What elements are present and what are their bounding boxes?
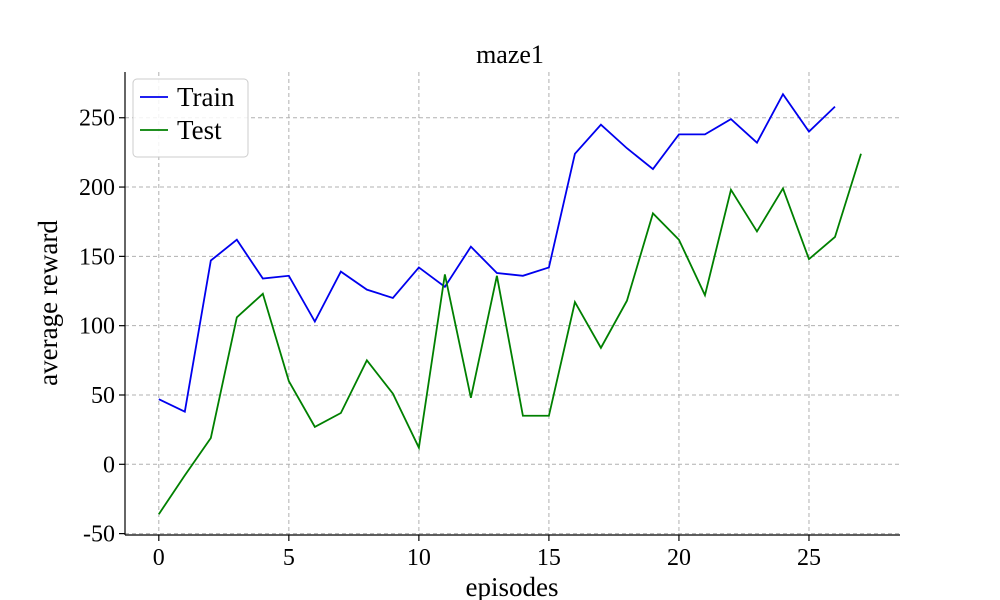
ticks: 0 5 10 15 20 25 -50 0 50 100 150 200 250	[79, 106, 821, 571]
x-tick-label: 15	[537, 545, 561, 571]
y-tick-label: 0	[103, 452, 115, 478]
legend-label-train: Train	[177, 82, 235, 112]
y-tick-label: 250	[79, 106, 115, 132]
series-lines	[158, 92, 862, 515]
y-tick-label: 200	[79, 175, 115, 201]
x-tick-label: 5	[283, 545, 295, 571]
axes	[124, 72, 900, 536]
legend-label-test: Test	[177, 115, 222, 145]
legend-box	[132, 78, 249, 158]
series-line-train	[158, 92, 836, 413]
series-line-test	[158, 153, 862, 515]
y-axis-label: average reward	[33, 220, 63, 386]
x-tick-label: 10	[407, 545, 431, 571]
x-tick-label: 25	[797, 545, 821, 571]
y-tick-label: 50	[91, 383, 115, 409]
y-tick-label: -50	[83, 522, 115, 548]
x-tick-label: 0	[153, 545, 165, 571]
y-tick-label: 150	[79, 244, 115, 270]
x-tick-label: 20	[667, 545, 691, 571]
y-tick-label: 100	[79, 314, 115, 340]
x-axis-label: episodes	[466, 572, 559, 600]
chart-title: maze1	[476, 40, 544, 69]
